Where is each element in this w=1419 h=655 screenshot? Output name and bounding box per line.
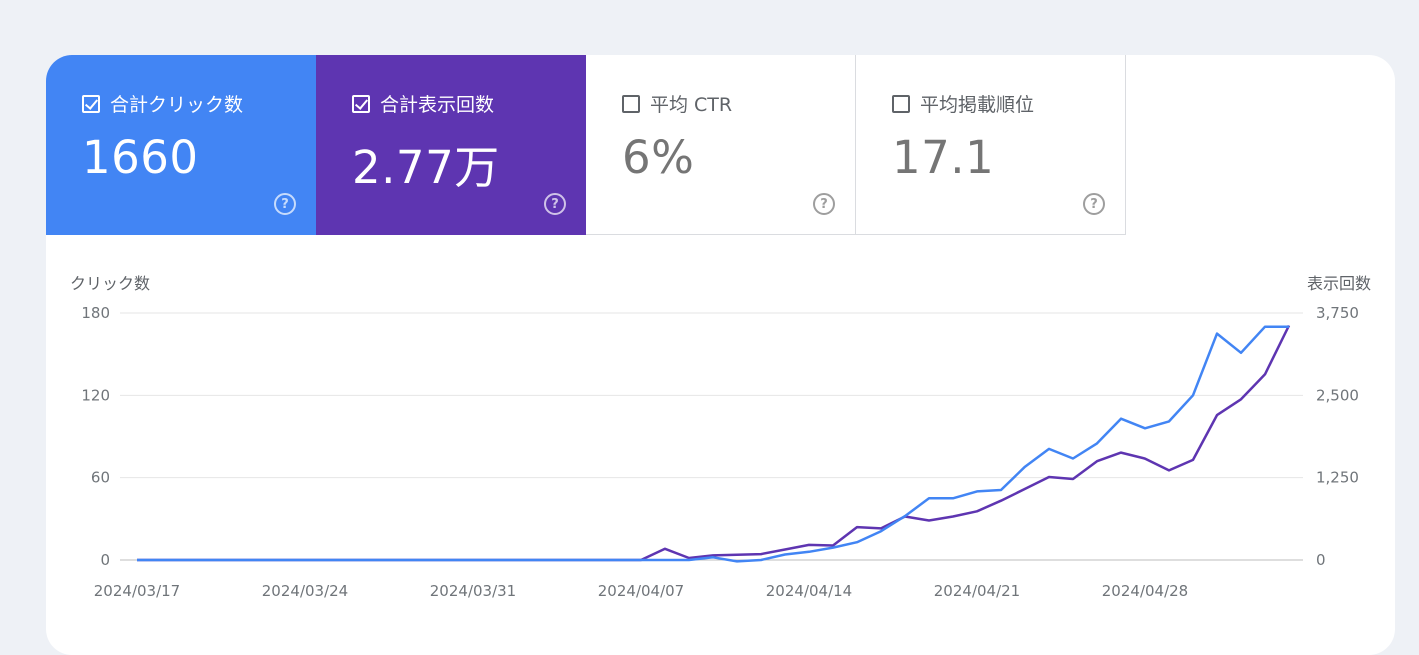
help-icon[interactable]: ? (544, 193, 566, 215)
y-tick-right: 1,250 (1316, 469, 1359, 487)
x-tick-label: 2024/04/14 (766, 582, 852, 600)
y-tick-left: 180 (81, 304, 110, 322)
metric-average-position-header: 平均掲載順位 (892, 90, 1034, 117)
x-tick-label: 2024/04/28 (1102, 582, 1188, 600)
metric-label: 平均掲載順位 (920, 94, 1035, 116)
x-tick-label: 2024/04/21 (934, 582, 1020, 600)
chart-grid (120, 312, 1303, 561)
metric-value: 1660 (82, 131, 199, 184)
clicks-series-line[interactable] (137, 325, 1289, 563)
metric-value: 2.77万 (352, 141, 500, 194)
y-axis-title-right: 表示回数 (1307, 274, 1371, 293)
impressions-series-line[interactable] (137, 324, 1291, 562)
y-tick-left: 60 (91, 469, 110, 487)
y-tick-right: 2,500 (1316, 386, 1359, 404)
x-tick-label: 2024/04/07 (598, 582, 684, 600)
y-tick-right: 3,750 (1316, 304, 1359, 322)
y-axis-title-left: クリック数 (70, 274, 150, 293)
checkbox-unchecked-icon[interactable] (622, 94, 640, 113)
metric-value: 6% (622, 131, 695, 184)
help-icon[interactable]: ? (813, 193, 835, 215)
y-tick-right: 0 (1316, 551, 1326, 569)
metric-total-impressions[interactable]: 合計表示回数 2.77万 ? (316, 55, 586, 235)
x-tick-label: 2024/03/31 (430, 582, 516, 600)
metric-label: 合計表示回数 (380, 94, 495, 116)
performance-chart[interactable]: クリック数 表示回数 0 60 120 180 0 1,250 2,500 3,750 2024… (0, 0, 1419, 634)
metric-total-clicks[interactable]: 合計クリック数 1660 ? (46, 55, 316, 235)
checkbox-checked-icon[interactable] (82, 94, 100, 113)
metric-total-clicks-header: 合計クリック数 (82, 90, 243, 117)
metric-average-ctr-header: 平均 CTR (622, 90, 732, 117)
help-icon[interactable]: ? (274, 193, 296, 215)
y-tick-left: 0 (100, 551, 110, 569)
metric-average-ctr[interactable]: 平均 CTR 6% ? (586, 55, 856, 235)
metric-average-position[interactable]: 平均掲載順位 17.1 ? (856, 55, 1126, 235)
checkbox-unchecked-icon[interactable] (892, 94, 910, 113)
chart-lines (137, 324, 1291, 563)
x-tick-label: 2024/03/24 (262, 582, 348, 600)
checkbox-checked-icon[interactable] (352, 94, 370, 113)
help-icon[interactable]: ? (1083, 193, 1105, 215)
metric-value: 17.1 (892, 131, 995, 184)
metric-total-impressions-header: 合計表示回数 (352, 90, 494, 117)
metric-label: 合計クリック数 (110, 94, 244, 116)
chart-ticks: 0 60 120 180 0 1,250 2,500 3,750 2024/03/17 2024/… (81, 304, 1359, 600)
x-tick-label: 2024/03/17 (94, 582, 180, 600)
y-tick-left: 120 (81, 386, 110, 404)
metric-label: 平均 CTR (650, 94, 733, 116)
